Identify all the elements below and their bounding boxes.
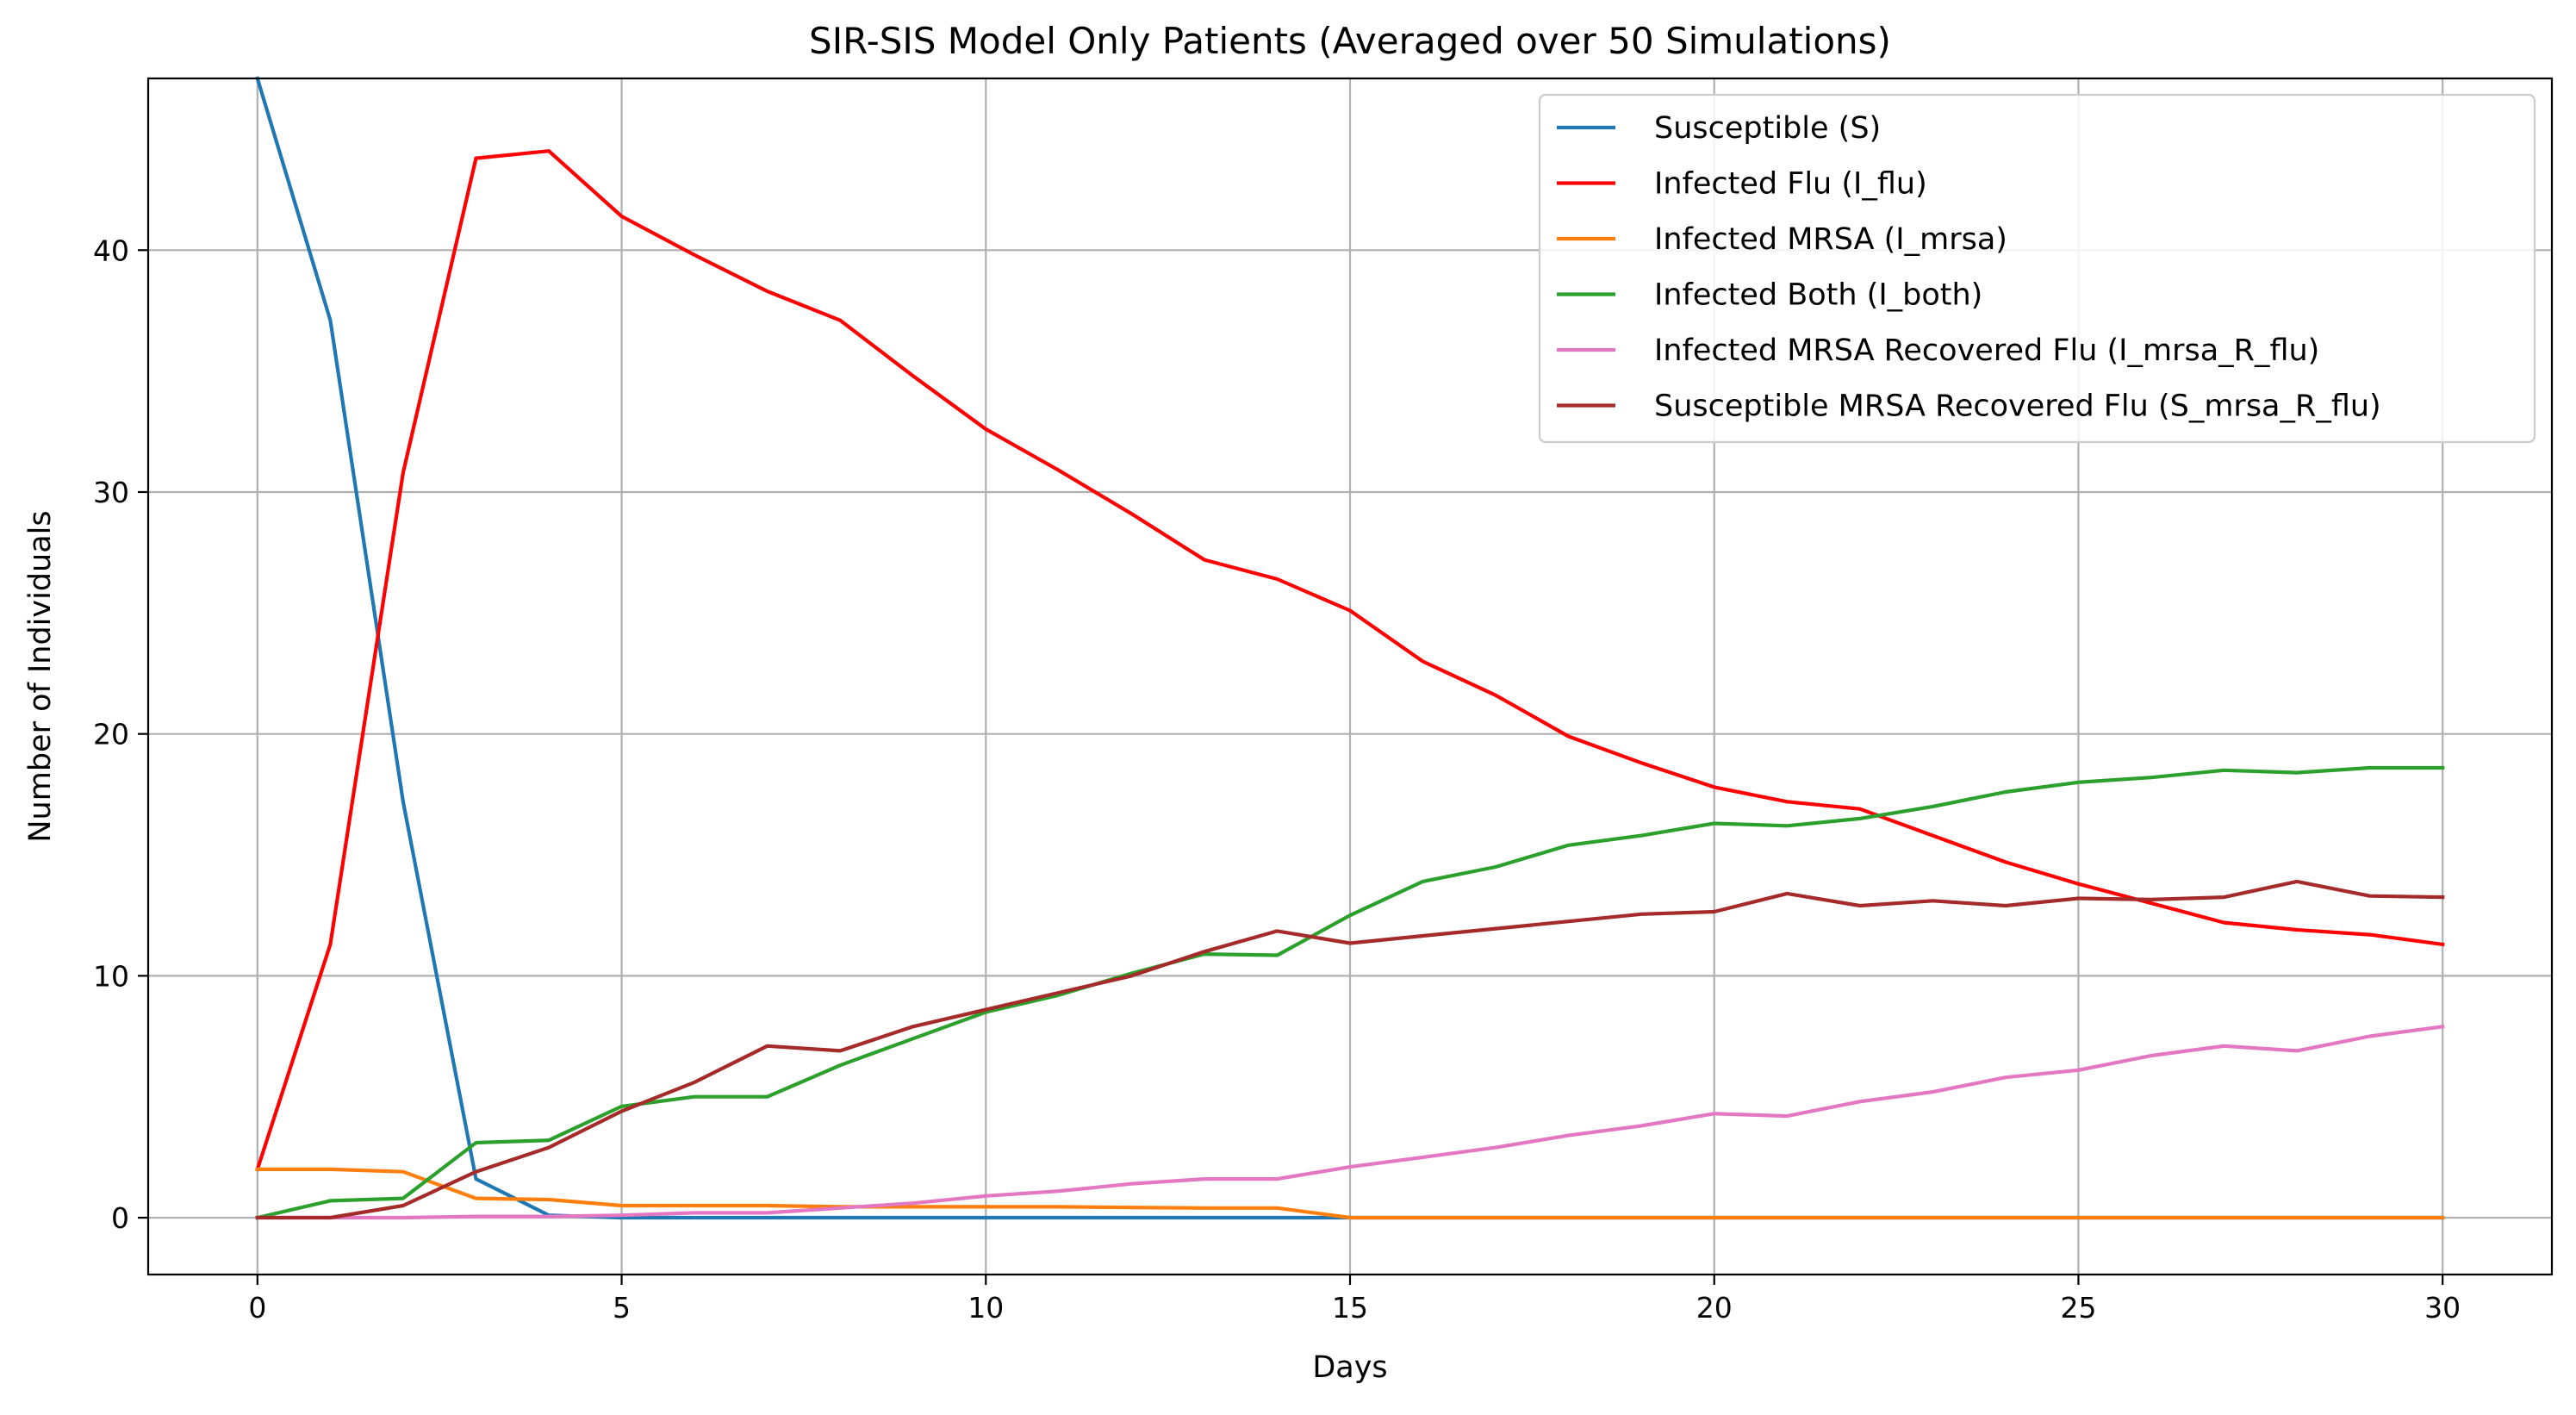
y-tick-label: 20	[93, 718, 129, 751]
x-tick-label: 15	[1332, 1291, 1368, 1325]
y-axis-label: Number of Individuals	[23, 510, 58, 842]
series-lines	[255, 76, 2445, 1220]
y-tick-label: 10	[93, 959, 129, 993]
x-tick-label: 0	[248, 1291, 266, 1325]
x-tick-label: 30	[2424, 1291, 2461, 1325]
series-line-2	[255, 1167, 2445, 1220]
legend-label: Infected Flu (I_flu)	[1654, 167, 1927, 202]
legend-box	[1538, 93, 2536, 444]
axis-ticks: 0 5 10 15 20 25 30 0 10 20 30 40	[93, 234, 2461, 1325]
legend-label: Susceptible MRSA Recovered Flu (S_mrsa_R…	[1654, 390, 2381, 424]
legend-label: Infected MRSA (I_mrsa)	[1654, 222, 2007, 257]
x-tick-label: 5	[613, 1291, 631, 1325]
x-tick-label: 25	[2060, 1291, 2096, 1325]
legend: Susceptible (S) Infected Flu (I_flu) Infec…	[1538, 93, 2536, 444]
legend-label: Infected MRSA Recovered Flu (I_mrsa_R_fl…	[1654, 333, 2319, 368]
series-line-4	[255, 1024, 2445, 1220]
legend-label: Infected Both (I_both)	[1654, 278, 1982, 313]
y-tick-label: 30	[93, 476, 129, 509]
series-line-5	[255, 879, 2445, 1220]
x-tick-label: 20	[1696, 1291, 1733, 1325]
series-line-3	[255, 765, 2445, 1220]
y-tick-label: 40	[93, 234, 129, 267]
y-tick-label: 0	[111, 1201, 129, 1235]
series-line-1	[255, 149, 2445, 1172]
legend-label: Susceptible (S)	[1654, 111, 1881, 146]
x-axis-label: Days	[1312, 1350, 1387, 1385]
chart-title: SIR-SIS Model Only Patients (Averaged ov…	[809, 20, 1891, 62]
x-tick-label: 10	[968, 1291, 1004, 1325]
